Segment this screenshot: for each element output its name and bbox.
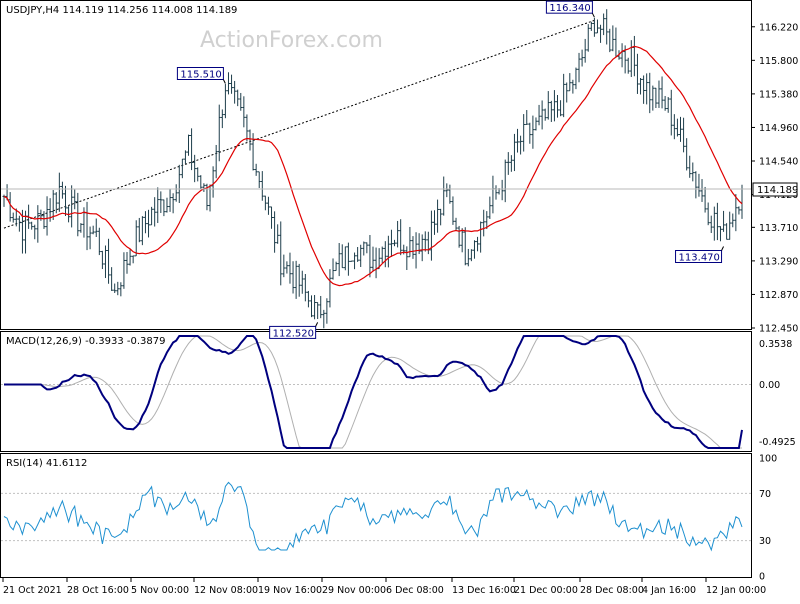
current-price-label: 114.189 (757, 185, 798, 196)
keypoint-leader (222, 79, 226, 84)
x-tick-label: 12 Nov 08:00 (194, 585, 258, 596)
rsi-panel-frame (0, 453, 752, 578)
trend-layer (3, 19, 595, 229)
rsi-axis-label: 70 (759, 489, 771, 500)
keypoint-label: 113.470 (679, 253, 720, 264)
keypoint-leader (721, 246, 724, 251)
ma-layer (3, 45, 743, 287)
x-tick-label: 5 Nov 00:00 (131, 585, 189, 596)
rsi-header-label: RSI(14) 41.6112 (6, 458, 87, 469)
x-tick-label: 21 Dec 00:00 (514, 585, 578, 596)
macd-panel-frame (0, 331, 752, 452)
moving-average-line (3, 45, 743, 287)
x-tick-label: 29 Nov 00:00 (322, 585, 386, 596)
rsi-axis-label: 100 (759, 454, 777, 465)
x-tick-label: 6 Dec 08:00 (386, 585, 444, 596)
macd-line (4, 335, 743, 449)
x-tick-label: 28 Oct 16:00 (67, 585, 129, 596)
price-tick-label: 113.710 (759, 223, 798, 234)
macd-axis-label: 0.3538 (759, 339, 792, 350)
price-axis: 116.220 115.800 115.380 114.960 114.540 114.1… (751, 22, 798, 335)
price-tick-label: 115.380 (759, 89, 798, 100)
price-tick-label: 116.220 (759, 22, 798, 33)
price-tick-label: 112.870 (759, 290, 798, 301)
rsi-axis-label: 0 (759, 572, 765, 583)
keypoint-layer: 115.510 112.520 116.340 113.470 (176, 0, 724, 339)
x-tick-label: 19 Nov 16:00 (258, 585, 322, 596)
keypoint-label: 115.510 (180, 70, 221, 81)
macd-axis-label: 0.00 (759, 380, 780, 391)
trend-line (3, 19, 595, 229)
rsi-line (3, 481, 743, 552)
x-tick-label: 13 Dec 16:00 (452, 585, 516, 596)
macd-axis-label: -0.4925 (759, 437, 796, 448)
keypoint-box (176, 67, 224, 80)
x-tick-label: 28 Dec 08:00 (580, 585, 644, 596)
macd-header-label: MACD(12,26,9) -0.3933 -0.3879 (6, 336, 166, 347)
price-tick-label: 113.290 (759, 256, 798, 267)
keypoint-label: 116.340 (549, 3, 590, 14)
price-tick-label: 114.540 (759, 157, 798, 168)
x-tick-label: 4 Jan 16:00 (642, 585, 696, 596)
rsi-axis-label: 30 (759, 536, 771, 547)
keypoint-box (269, 325, 317, 339)
x-axis: 21 Oct 2021 28 Oct 16:00 5 Nov 00:00 12 Nov… (2, 578, 766, 596)
rsi-layer: 100 70 30 0 (1, 454, 777, 583)
keypoint-label: 112.520 (273, 328, 314, 339)
x-tick-label: 21 Oct 2021 (3, 585, 62, 596)
price-header-label: USDJPY,H4 114.119 114.256 114.008 114.18… (6, 5, 237, 16)
price-tick-label: 112.450 (759, 324, 798, 335)
keypoint-leader (315, 322, 319, 327)
keypoint-leader (591, 12, 595, 18)
watermark-text: ActionForex.com (200, 28, 383, 53)
keypoint-box (675, 250, 723, 263)
current-price-box (752, 182, 798, 197)
price-tick-label: 115.800 (759, 56, 798, 67)
price-tick-label: 114.960 (759, 123, 798, 134)
x-tick-label: 12 Jan 00:00 (706, 585, 766, 596)
keypoint-box (545, 0, 593, 14)
macd-layer: 0.3538 0.00 -0.4925 (1, 335, 796, 449)
